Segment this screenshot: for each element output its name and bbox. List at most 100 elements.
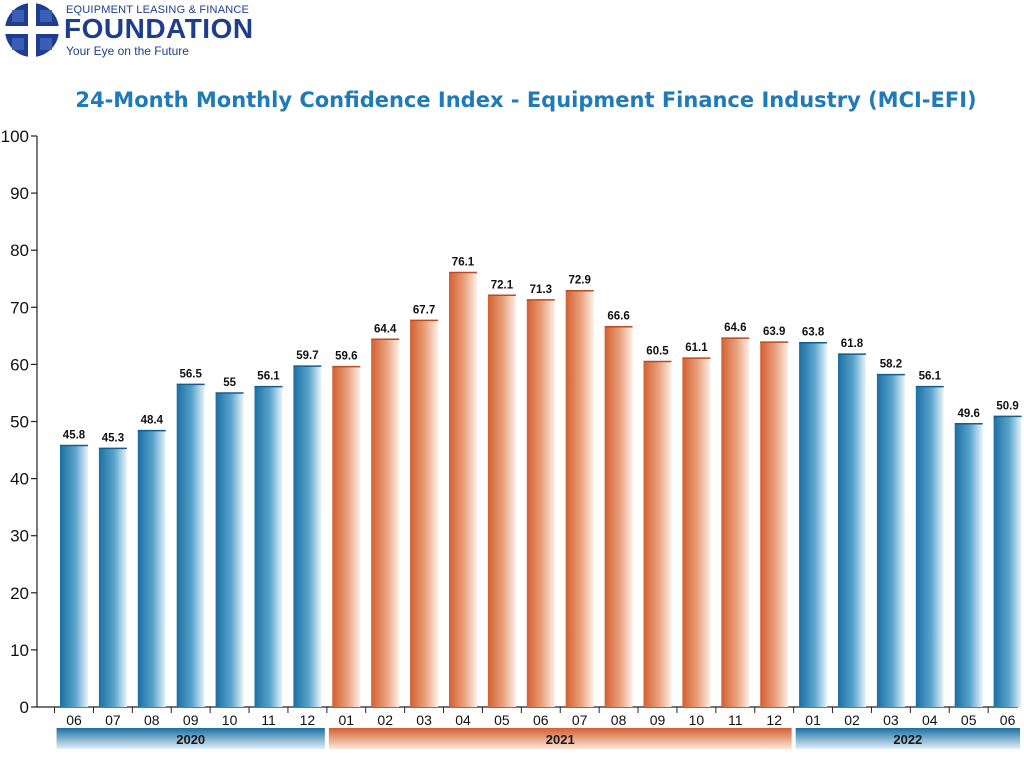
year-band-layer: 2020 2021 2022: [56, 728, 1020, 749]
bar: [993, 416, 1022, 707]
y-tick-label: 20: [10, 584, 29, 603]
data-label: 64.6: [724, 322, 746, 334]
bar: [876, 374, 905, 707]
bar: [293, 366, 322, 707]
x-tick-label: 09: [650, 712, 666, 728]
x-tick-label: 01: [339, 712, 355, 728]
bar: [643, 361, 672, 707]
data-label: 59.7: [296, 350, 318, 362]
y-tick-label: 80: [10, 241, 29, 260]
data-label: 66.6: [607, 311, 629, 323]
data-label: 50.9: [996, 400, 1018, 412]
data-label: 61.8: [841, 338, 864, 350]
data-label: 49.6: [958, 408, 980, 420]
year-label: 2020: [176, 732, 205, 747]
brand-name: FOUNDATION: [64, 13, 254, 44]
x-tick-label: 09: [183, 712, 199, 728]
x-tick-label: 05: [494, 712, 510, 728]
y-tick-label: 0: [20, 698, 29, 717]
data-label: 60.5: [646, 346, 669, 358]
x-tick-label: 06: [533, 712, 549, 728]
bar: [760, 342, 789, 707]
data-label: 45.8: [63, 429, 86, 441]
year-label: 2022: [893, 732, 922, 747]
bar: [565, 290, 594, 707]
bar: [721, 338, 750, 707]
bar: [215, 392, 244, 707]
brand-top-line: EQUIPMENT LEASING & FINANCE: [66, 4, 250, 16]
data-label: 67.7: [413, 304, 435, 316]
x-tick-label: 06: [1000, 712, 1016, 728]
x-tick-label: 12: [300, 712, 316, 728]
y-tick-label: 10: [10, 641, 29, 660]
brand-logo: EQUIPMENT LEASING & FINANCE FOUNDATION Y…: [4, 2, 274, 58]
data-label: 58.2: [880, 359, 902, 371]
data-label: 71.3: [530, 284, 552, 296]
bar: [410, 320, 439, 707]
x-tick-label: 05: [961, 712, 977, 728]
x-tick-label: 04: [922, 712, 938, 728]
data-label: 55: [223, 377, 236, 389]
x-tick-label: 03: [416, 712, 432, 728]
data-label: 72.1: [491, 279, 514, 291]
y-tick-label: 40: [10, 470, 29, 489]
year-label: 2021: [546, 732, 575, 747]
bar: [137, 430, 166, 707]
x-tick-label: 07: [572, 712, 588, 728]
x-tick-label: 01: [805, 712, 821, 728]
y-tick-label: 60: [10, 355, 29, 374]
bar: [98, 448, 127, 707]
bar: [332, 366, 361, 707]
data-label: 59.6: [335, 351, 357, 363]
bar: [371, 339, 400, 707]
x-tick-label: 10: [222, 712, 238, 728]
data-label: 76.1: [452, 256, 475, 268]
data-label: 56.1: [257, 371, 280, 383]
x-tick-label: 06: [66, 712, 82, 728]
y-tick-label: 50: [10, 413, 29, 432]
globe-grid-icon: [5, 3, 59, 57]
bar: [449, 272, 477, 707]
y-tick-label: 90: [10, 184, 29, 203]
data-label: 61.1: [685, 342, 708, 354]
x-tick-label: 08: [144, 712, 160, 728]
bar: [60, 445, 88, 707]
bar: [176, 384, 205, 707]
x-tick-label: 11: [261, 712, 276, 728]
data-label: 56.5: [180, 368, 203, 380]
bar: [915, 386, 944, 707]
bar: [838, 354, 866, 707]
bar: [682, 358, 711, 707]
x-tick-label: 10: [689, 712, 705, 728]
data-label: 72.9: [569, 275, 591, 287]
x-tick-label: 07: [105, 712, 121, 728]
year-band: [795, 728, 1020, 749]
data-label: 64.4: [374, 323, 397, 335]
data-label: 63.9: [763, 326, 785, 338]
x-tick-label: 12: [766, 712, 782, 728]
bar-layer: 45.8 06 45.3 07 48.4 08 56.5 09 55 10 56.1 11 59.7 12…: [54, 256, 1022, 728]
data-label: 56.1: [919, 371, 942, 383]
bar: [526, 299, 555, 707]
x-tick-label: 02: [377, 712, 393, 728]
x-tick-label: 11: [728, 712, 743, 728]
bar: [604, 326, 633, 707]
year-band: [328, 728, 792, 749]
x-tick-label: 03: [883, 712, 899, 728]
chart-title: 24-Month Monthly Confidence Index - Equi…: [75, 88, 977, 112]
bar: [954, 423, 983, 707]
x-tick-label: 02: [844, 712, 860, 728]
y-tick-label: 70: [10, 298, 29, 317]
data-label: 48.4: [141, 415, 164, 427]
x-tick-label: 08: [611, 712, 627, 728]
y-tick-label: 100: [1, 127, 29, 146]
bar: [487, 295, 516, 707]
x-tick-label: 04: [455, 712, 471, 728]
bar: [799, 342, 828, 707]
data-label: 45.3: [102, 432, 124, 444]
y-tick-label: 30: [10, 527, 29, 546]
bar: [254, 386, 283, 707]
data-label: 63.8: [802, 327, 825, 339]
brand-tagline: Your Eye on the Future: [66, 44, 189, 58]
